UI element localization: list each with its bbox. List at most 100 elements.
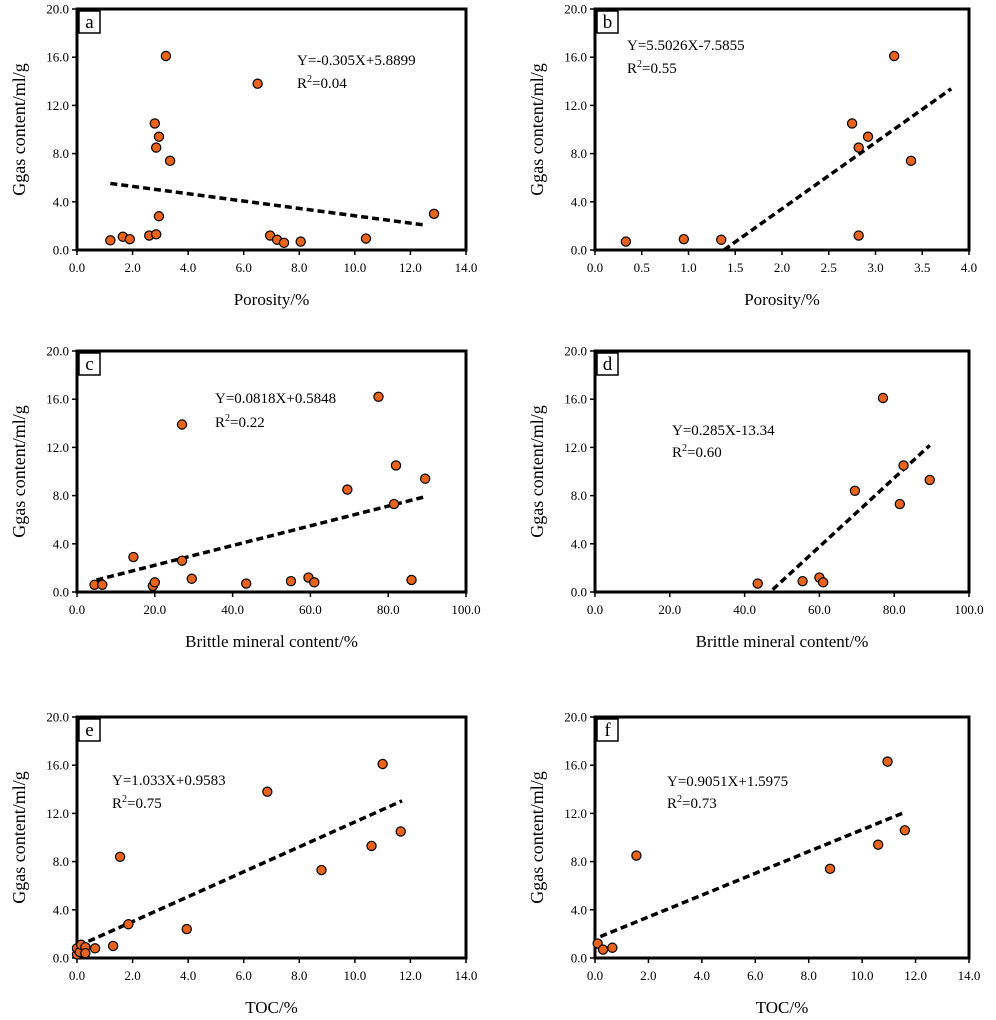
y-tick-label: 0.0 (53, 243, 69, 258)
x-tick-label: 2.5 (821, 260, 837, 275)
data-point (395, 826, 406, 837)
y-tick-label: 16.0 (46, 392, 69, 407)
x-tick-label: 10.0 (851, 968, 874, 983)
x-tick-label: 6.0 (236, 968, 252, 983)
data-point (360, 233, 372, 244)
x-axis-label: TOC/% (756, 998, 809, 1017)
data-point (181, 923, 192, 935)
regression-equation: Y=0.285X-13.34 (672, 423, 775, 439)
r-squared-symbol: R (297, 76, 307, 92)
data-point (176, 555, 188, 566)
r-squared-value: =0.75 (127, 796, 162, 812)
x-tick-label: 4.0 (180, 968, 196, 983)
y-tick-label: 4.0 (571, 902, 587, 917)
r-squared: R2=0.73 (667, 794, 717, 812)
data-point (241, 578, 252, 589)
x-tick-label: 12.0 (399, 968, 422, 983)
r-squared: R2=0.55 (627, 59, 677, 77)
panel-letter: f (604, 720, 611, 741)
y-axis-label: Ggas content/ml/g (527, 771, 547, 903)
x-tick-label: 12.0 (399, 260, 422, 275)
r-squared-symbol: R (667, 796, 677, 812)
chart-panel-f: 0.0 2.0 4.0 6.0 8.0 10.0 12.0 14.0 0.0 4.0 8.0 12.0… (527, 710, 980, 1018)
r-squared: R2=0.22 (215, 413, 265, 431)
r-squared-symbol: R (627, 61, 637, 77)
y-tick-label: 12.0 (46, 98, 69, 113)
data-point (817, 577, 829, 588)
x-tick-label: 10.0 (343, 260, 366, 275)
r-squared-symbol: R (215, 415, 225, 431)
data-point (898, 460, 909, 471)
data-point (97, 579, 108, 590)
trend-line (599, 810, 906, 939)
panel-letter-box (596, 718, 619, 742)
x-tick-label: 4.0 (961, 260, 977, 275)
y-tick-label: 20.0 (564, 344, 587, 359)
r-squared: R2=0.75 (112, 794, 162, 812)
r-squared-value: =0.60 (687, 445, 722, 461)
data-point (620, 236, 632, 247)
chart-panel-c: 0.0 20.0 40.0 60.0 80.0 100.0 0.0 4.0 8.0 12.0 16.… (9, 344, 481, 652)
r-squared-exponent: 2 (677, 794, 682, 805)
x-tick-label: 0.0 (587, 260, 603, 275)
r-squared-exponent: 2 (122, 794, 127, 805)
data-point (824, 863, 836, 875)
x-tick-label: 4.0 (180, 260, 196, 275)
y-tick-label: 16.0 (46, 50, 69, 65)
x-tick-label: 8.0 (801, 968, 817, 983)
y-tick-label: 20.0 (46, 2, 69, 17)
y-tick-label: 16.0 (46, 758, 69, 773)
data-point (924, 474, 935, 486)
r-squared: R2=0.60 (672, 443, 722, 461)
y-tick-label: 4.0 (53, 902, 69, 917)
y-tick-label: 12.0 (46, 806, 69, 821)
x-tick-label: 80.0 (377, 602, 400, 617)
r-squared-value: =0.04 (312, 76, 347, 92)
y-tick-label: 4.0 (53, 194, 69, 209)
data-point (149, 118, 160, 129)
y-tick-label: 12.0 (564, 806, 587, 821)
data-point (388, 498, 400, 510)
y-axis-label: Ggas content/ml/g (9, 771, 29, 903)
data-point (342, 484, 353, 495)
data-point (846, 118, 858, 129)
data-point (882, 756, 893, 767)
regression-equation: Y=0.9051X+1.5975 (667, 774, 788, 790)
x-tick-label: 3.5 (914, 260, 930, 275)
x-tick-label: 3.0 (867, 260, 883, 275)
data-point (123, 919, 134, 930)
plot-frame (593, 349, 971, 594)
x-tick-label: 0.0 (587, 602, 603, 617)
data-point (278, 237, 290, 248)
data-point (406, 574, 417, 586)
data-point (164, 155, 176, 167)
x-tick-label: 2.0 (640, 968, 656, 983)
data-point (295, 236, 306, 247)
y-tick-label: 20.0 (46, 344, 69, 359)
y-tick-label: 8.0 (53, 146, 69, 161)
panel-letter-box (78, 718, 101, 742)
data-point (853, 142, 864, 153)
data-point (160, 50, 172, 62)
chart-panel-b: 0.0 0.5 1.0 1.5 2.0 2.5 3.0 3.5 4.0 0.0 4.0 8.0 12.0… (527, 2, 977, 310)
r-squared-value: =0.73 (682, 796, 717, 812)
y-tick-label: 4.0 (53, 536, 69, 551)
plot-frame (75, 349, 468, 594)
x-tick-label: 0.0 (69, 260, 85, 275)
r-squared-symbol: R (672, 445, 682, 461)
data-point (107, 940, 119, 952)
chart-panel-a: 0.0 2.0 4.0 6.0 8.0 10.0 12.0 14.0 0.0 4.0 8.0 12.0… (9, 2, 477, 310)
x-tick-label: 40.0 (733, 602, 756, 617)
y-axis-label: Ggas content/ml/g (527, 63, 547, 195)
data-point (373, 391, 384, 402)
data-point (128, 551, 139, 563)
regression-equation: Y=-0.305X+5.8899 (297, 53, 416, 69)
data-point (153, 211, 165, 222)
data-point (309, 577, 320, 588)
y-tick-label: 16.0 (564, 50, 587, 65)
r-squared-value: =0.55 (642, 61, 677, 77)
data-point (877, 392, 889, 404)
data-point (124, 233, 135, 245)
panel-letter-box (78, 352, 101, 376)
plot-frame (593, 715, 971, 960)
